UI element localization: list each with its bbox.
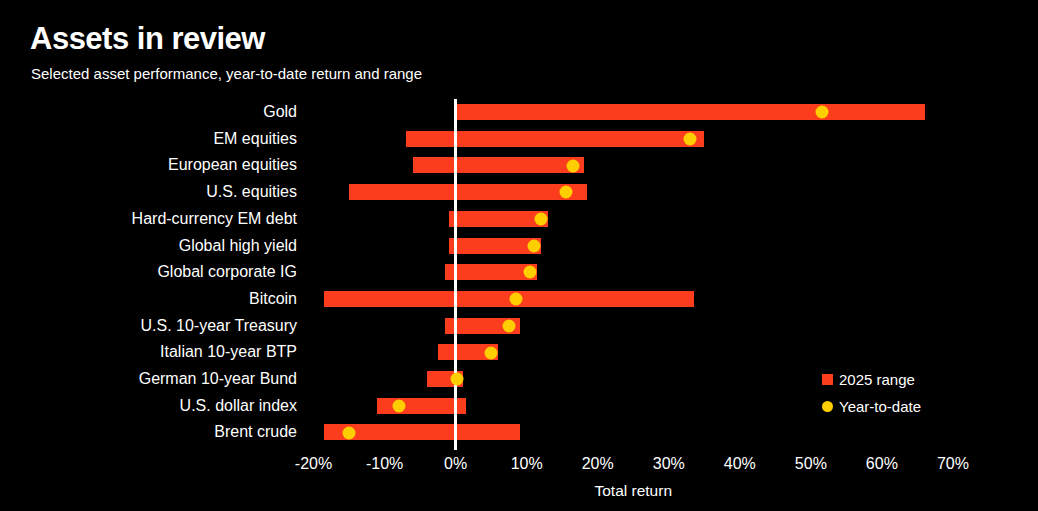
chart-row: Global corporate IG (310, 259, 992, 286)
legend-item-year-to-date: Year-to-date (822, 396, 921, 416)
assets-review-chart: Assets in review Selected asset performa… (0, 0, 1038, 511)
legend-label-range: 2025 range (839, 371, 915, 388)
legend-item-2025-range: 2025 range (822, 369, 921, 389)
range-bar (456, 104, 925, 120)
x-axis-tick: 30% (653, 455, 685, 473)
category-label: EM equities (213, 126, 297, 153)
range-bar (449, 211, 548, 227)
x-axis-label: Total return (594, 482, 672, 500)
ytd-dot (534, 213, 547, 226)
x-axis-tick: -10% (366, 455, 403, 473)
category-label: German 10-year Bund (139, 366, 297, 393)
ytd-dot (502, 319, 515, 332)
page-subtitle: Selected asset performance, year-to-date… (31, 65, 422, 82)
zero-axis-line (454, 99, 457, 450)
ytd-dot (524, 266, 537, 279)
category-label: Italian 10-year BTP (160, 339, 297, 366)
ytd-dot (684, 132, 697, 145)
chart-row: U.S. equities (310, 179, 992, 206)
ytd-dot (559, 186, 572, 199)
legend: 2025 range Year-to-date (822, 369, 921, 423)
category-label: Brent crude (214, 419, 297, 446)
ytd-dot (451, 373, 464, 386)
ytd-dot (343, 426, 356, 439)
chart-row: U.S. 10-year Treasury (310, 313, 992, 340)
x-axis-tick: 70% (937, 455, 969, 473)
category-label: U.S. equities (206, 179, 297, 206)
ytd-dot (566, 159, 579, 172)
x-axis-tick: 10% (511, 455, 543, 473)
page-title: Assets in review (30, 21, 265, 57)
range-bar (406, 131, 704, 147)
chart-row: Italian 10-year BTP (310, 339, 992, 366)
category-label: Global high yield (179, 233, 297, 260)
x-axis-tick: 50% (795, 455, 827, 473)
ytd-circle-icon (822, 401, 833, 412)
chart-row: Gold (310, 99, 992, 126)
chart-row: European equities (310, 152, 992, 179)
chart-row: EM equities (310, 126, 992, 153)
range-bar (349, 184, 587, 200)
chart-row: Global high yield (310, 233, 992, 260)
category-label: U.S. dollar index (180, 393, 297, 420)
ytd-dot (485, 346, 498, 359)
range-bar (377, 398, 466, 414)
ytd-dot (815, 106, 828, 119)
x-axis-tick: 0% (444, 455, 467, 473)
category-label: U.S. 10-year Treasury (141, 313, 298, 340)
legend-label-ytd: Year-to-date (839, 398, 921, 415)
range-bar (413, 157, 584, 173)
plot-area: GoldEM equitiesEuropean equitiesU.S. equ… (310, 99, 992, 499)
ytd-dot (527, 239, 540, 252)
x-axis-tick: -20% (295, 455, 332, 473)
category-label: Global corporate IG (157, 259, 297, 286)
category-label: Bitcoin (249, 286, 297, 313)
x-axis-ticks: -20%-10%0%10%20%30%40%50%60%70% (310, 455, 992, 475)
category-label: Gold (263, 99, 297, 126)
ytd-dot (392, 399, 405, 412)
category-label: Hard-currency EM debt (132, 206, 297, 233)
range-square-icon (822, 374, 833, 385)
x-axis-tick: 60% (866, 455, 898, 473)
x-axis-tick: 40% (724, 455, 756, 473)
chart-row: Hard-currency EM debt (310, 206, 992, 233)
chart-row: Bitcoin (310, 286, 992, 313)
category-label: European equities (168, 152, 297, 179)
x-axis-tick: 20% (582, 455, 614, 473)
chart-row: Brent crude (310, 419, 992, 446)
ytd-dot (510, 293, 523, 306)
